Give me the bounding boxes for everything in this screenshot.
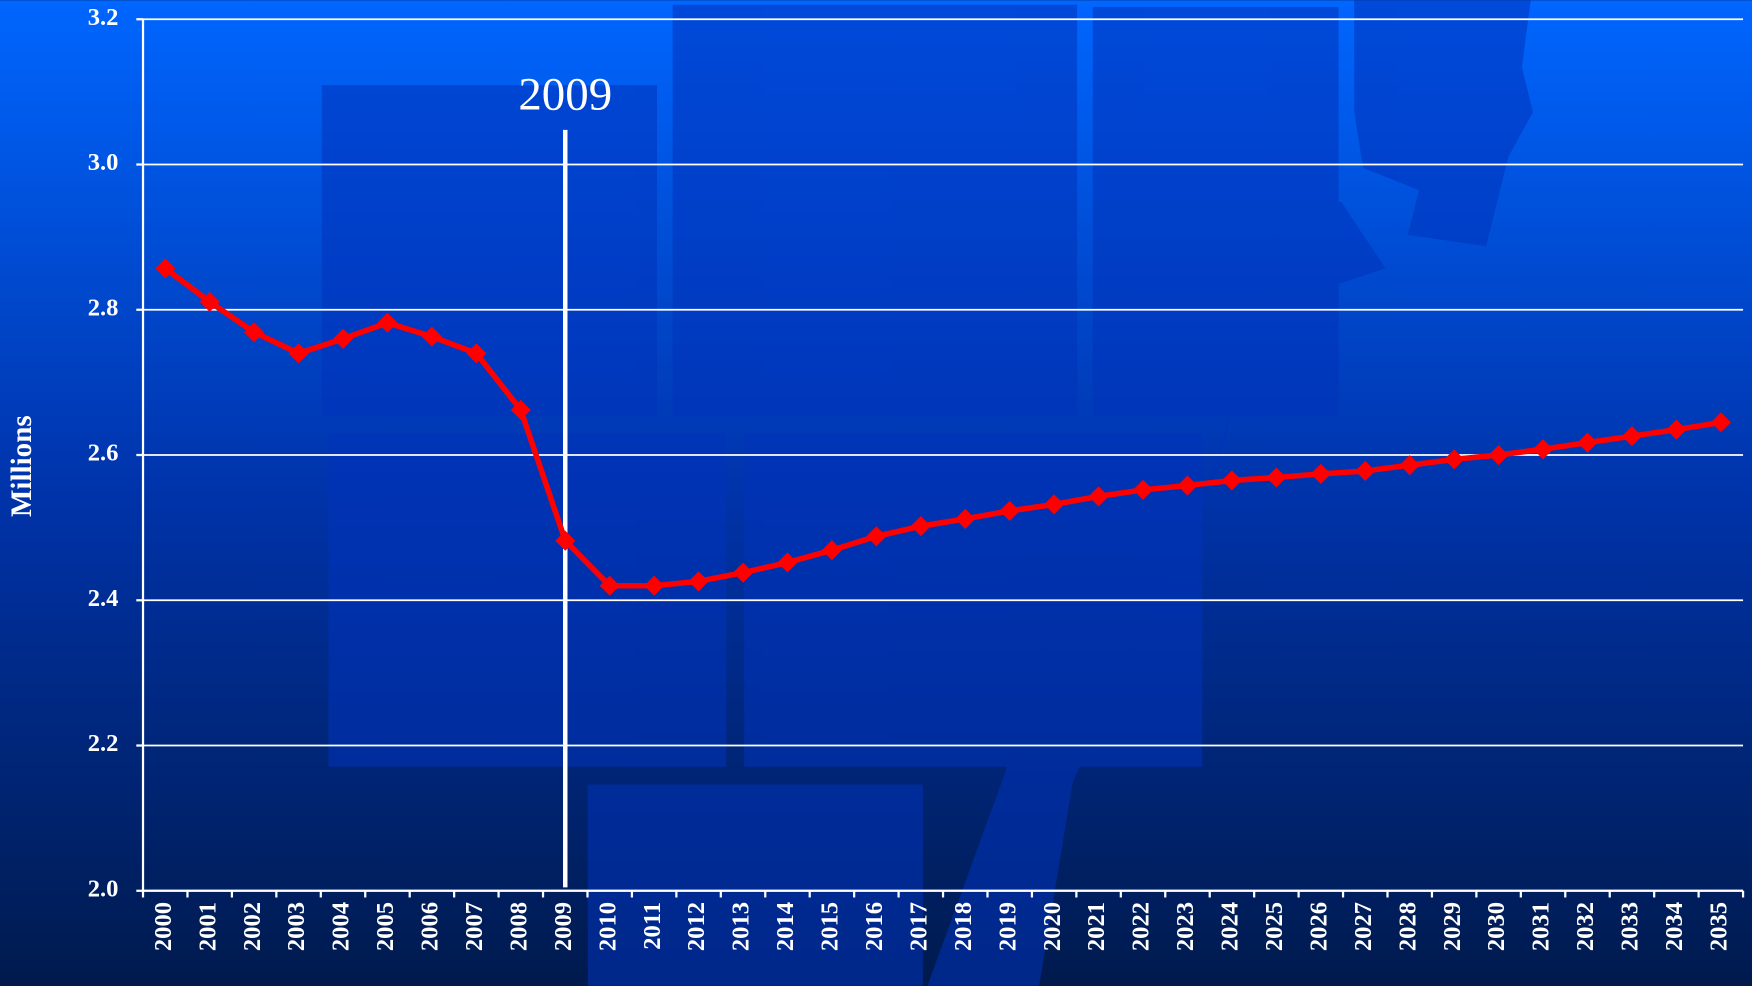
x-tick-label: 2004: [328, 902, 355, 951]
x-tick-label: 2020: [1039, 902, 1066, 951]
x-tick-label: 2002: [239, 902, 266, 951]
marker: [1177, 475, 1198, 496]
marker: [1266, 467, 1287, 488]
x-tick-label: 2032: [1572, 902, 1599, 951]
x-tick-label: 2021: [1083, 902, 1110, 951]
x-tick-label: 2033: [1617, 902, 1644, 951]
y-tick-label: 2.2: [88, 730, 119, 757]
marker: [244, 322, 265, 343]
marker: [288, 343, 309, 364]
y-axis-label: Millions: [6, 415, 38, 517]
x-tick-label: 2006: [417, 902, 444, 951]
y-tick-label: 2.8: [88, 294, 119, 321]
x-tick-label: 2013: [728, 902, 755, 951]
x-tick-label: 2018: [950, 902, 977, 951]
marker: [955, 508, 976, 529]
y-tick-label: 2.0: [88, 875, 119, 902]
x-tick-label: 2003: [283, 902, 310, 951]
marker: [155, 258, 176, 279]
marker: [1044, 494, 1065, 515]
y-tick-label: 2.6: [88, 440, 119, 467]
marker: [1355, 460, 1376, 482]
marker: [644, 575, 665, 596]
marker: [866, 526, 887, 547]
x-tick-label: 2029: [1439, 902, 1466, 951]
marker: [821, 540, 842, 561]
x-tick-label: 2025: [1261, 902, 1288, 951]
x-tick-label: 2012: [683, 902, 710, 951]
y-tick-label: 2.4: [88, 585, 119, 612]
x-tick-label: 2034: [1661, 902, 1688, 951]
x-tick-label: 2010: [594, 902, 621, 951]
x-tick-label: 2001: [194, 902, 221, 951]
marker: [1666, 419, 1687, 440]
x-tick-label: 2028: [1394, 902, 1421, 951]
x-tick-label: 2009: [550, 902, 577, 951]
marker: [1621, 426, 1643, 447]
x-tick-label: 2011: [639, 902, 666, 950]
marker: [421, 326, 442, 347]
marker: [555, 530, 576, 551]
x-tick-label: 2023: [1172, 902, 1199, 951]
marker: [1132, 479, 1154, 500]
x-tick-label: 2017: [905, 902, 932, 951]
x-tick-label: 2000: [150, 902, 177, 951]
x-tick-label: 2035: [1705, 902, 1732, 951]
y-tick-label: 3.2: [88, 4, 119, 31]
x-tick-label: 2031: [1528, 902, 1555, 951]
marker: [732, 562, 754, 583]
x-tick-label: 2014: [772, 902, 799, 951]
annotation: 2009: [518, 68, 612, 120]
marker: [199, 291, 220, 312]
x-tick-label: 2005: [372, 902, 399, 951]
x-tick-label: 2019: [994, 902, 1021, 951]
marker: [1577, 432, 1598, 453]
x-tick-label: 2026: [1305, 902, 1332, 951]
x-tick-label: 2016: [861, 902, 888, 951]
x-tick-label: 2030: [1483, 902, 1510, 951]
marker: [1399, 455, 1420, 476]
marker: [910, 516, 931, 537]
x-tick-label: 2015: [817, 902, 844, 951]
x-tick-label: 2027: [1350, 902, 1377, 951]
x-tick-label: 2022: [1128, 902, 1155, 951]
marker: [1533, 439, 1554, 460]
marker: [999, 500, 1020, 521]
marker: [777, 552, 798, 573]
marker: [688, 571, 709, 592]
marker: [599, 575, 620, 596]
y-tick-label: 3.0: [88, 149, 119, 176]
marker: [1221, 470, 1242, 491]
x-tick-label: 2007: [461, 902, 488, 951]
x-tick-label: 2008: [505, 902, 532, 951]
x-tick-label: 2024: [1217, 902, 1244, 951]
